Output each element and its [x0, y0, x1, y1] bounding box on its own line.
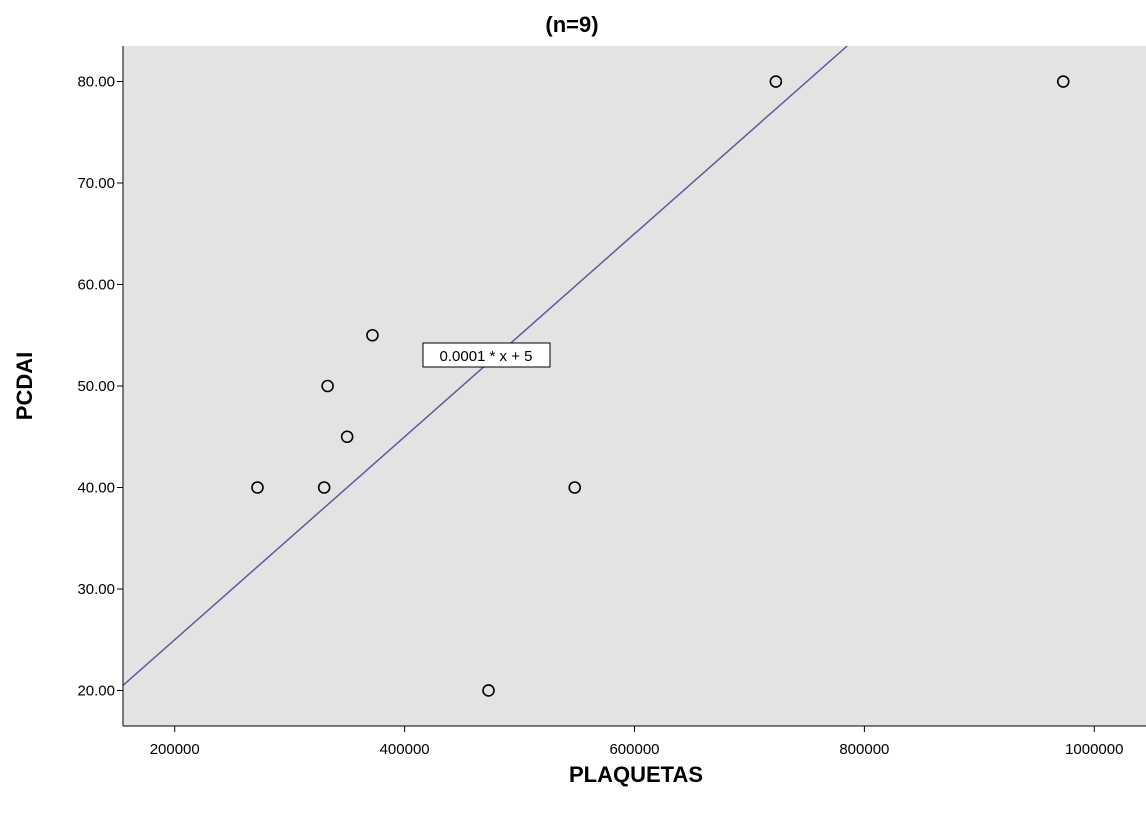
x-axis-label: PLAQUETAS [569, 762, 703, 787]
data-point [568, 481, 582, 494]
fit-line-equation-label: 0.0001 * x + 5 [440, 348, 533, 365]
fit-line-label-box: 0.0001 * x + 5 [422, 342, 551, 368]
y-tick-label: 20.00 [77, 682, 115, 699]
data-point [340, 430, 354, 444]
x-tick-label: 800000 [839, 741, 889, 758]
data-point [482, 684, 495, 697]
data-point [317, 481, 331, 494]
y-tick-label: 70.00 [77, 175, 115, 192]
data-point [366, 328, 379, 342]
data-point [321, 379, 334, 393]
x-tick-label: 600000 [609, 741, 659, 758]
data-point [1056, 75, 1070, 88]
x-tick-label: 200000 [150, 741, 200, 758]
y-axis-label: PCDAI [12, 352, 37, 420]
y-tick-label: 40.00 [77, 479, 115, 496]
chart-title: (n=9) [545, 12, 598, 37]
y-tick-label: 50.00 [77, 378, 115, 395]
data-point [251, 481, 264, 494]
x-tick-label: 1000000 [1065, 741, 1123, 758]
x-tick-label: 400000 [380, 741, 430, 758]
y-tick-label: 80.00 [77, 74, 115, 91]
data-point [769, 75, 783, 88]
y-tick-label: 30.00 [77, 581, 115, 598]
y-tick-label: 60.00 [77, 277, 115, 294]
plot-area [123, 46, 1146, 726]
